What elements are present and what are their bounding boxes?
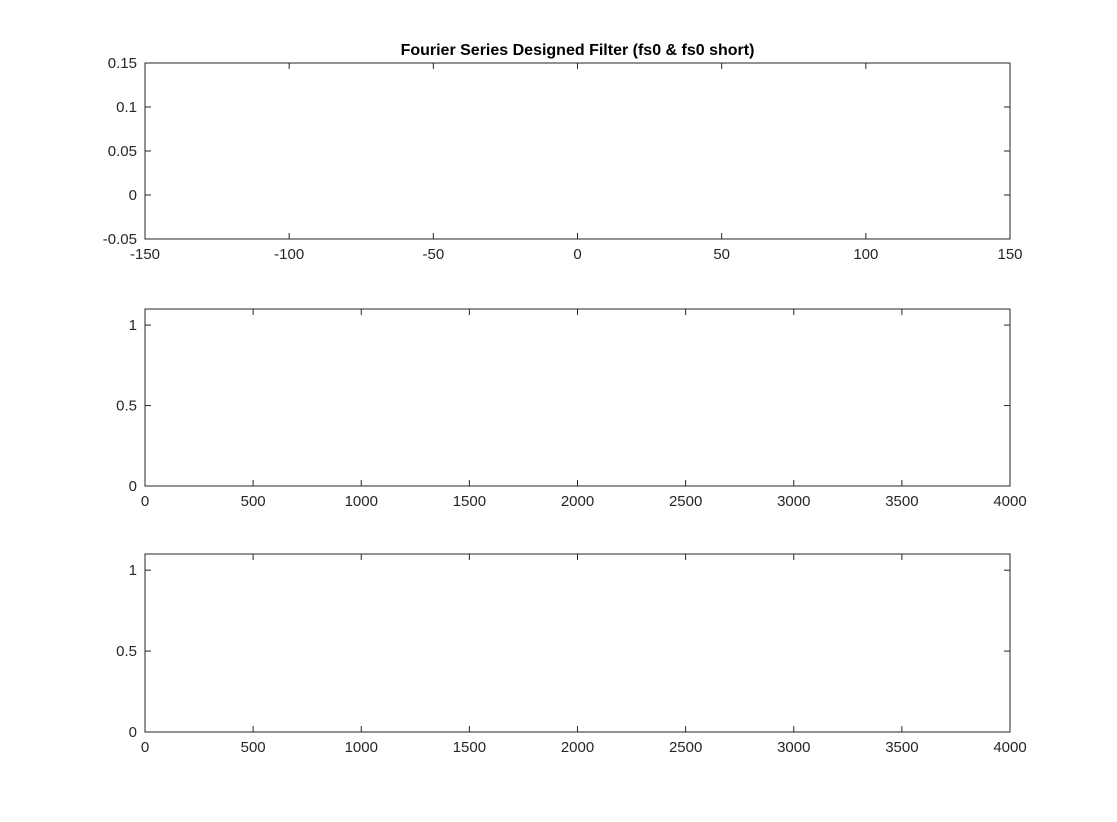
x-tick-label: 1000 [345,739,378,756]
axes-frame [144,553,1011,733]
x-tick-label: 50 [713,246,730,263]
y-tick-label: 0.15 [108,55,137,72]
y-tick-label: 0.1 [116,99,137,116]
y-tick-label: -0.05 [103,231,137,248]
x-tick-label: 0 [573,246,581,263]
x-tick-label: 3000 [777,493,810,510]
x-tick-label: 4000 [993,739,1026,756]
x-tick-label: 500 [241,493,266,510]
x-tick-label: 3500 [885,739,918,756]
x-tick-label: 1500 [453,493,486,510]
x-tick-label: -50 [422,246,444,263]
x-tick-label: 1500 [453,739,486,756]
chart-title: Fourier Series Designed Filter (fs0 & fs… [401,42,755,59]
x-tick-label: 100 [853,246,878,263]
x-tick-label: 2000 [561,739,594,756]
y-tick-label: 0 [129,478,137,495]
y-tick-label: 0.5 [116,643,137,660]
x-tick-label: 150 [997,246,1022,263]
x-tick-label: -100 [274,246,304,263]
y-tick-label: 1 [129,562,137,579]
axes-frame [144,62,1011,240]
y-tick-label: 0 [129,187,137,204]
y-tick-label: 1 [129,317,137,334]
x-tick-label: 2500 [669,493,702,510]
y-tick-label: 0.5 [116,398,137,415]
x-tick-label: 4000 [993,493,1026,510]
x-tick-label: 3500 [885,493,918,510]
x-tick-label: 2500 [669,739,702,756]
y-tick-label: 0.05 [108,143,137,160]
x-tick-label: 1000 [345,493,378,510]
subplot-magnitude-response-short: 0 500 1000 1500 2000 2500 3000 3500 4000 0 0.5 1 [116,553,1027,756]
x-tick-label: 500 [241,739,266,756]
x-tick-label: -150 [130,246,160,263]
x-tick-label: 3000 [777,739,810,756]
axes-frame [144,308,1011,487]
subplot-impulse-response: -150 -100 -50 0 50 100 150 -0.05 0 0.05 0.1 0.15 Fou… [103,42,1023,263]
y-tick-label: 0 [129,724,137,741]
x-tick-label: 0 [141,739,149,756]
subplot-magnitude-response-full: 0 500 1000 1500 2000 2500 3000 3500 4000 0 0.5 1 [116,308,1027,510]
x-tick-label: 2000 [561,493,594,510]
x-tick-label: 0 [141,493,149,510]
